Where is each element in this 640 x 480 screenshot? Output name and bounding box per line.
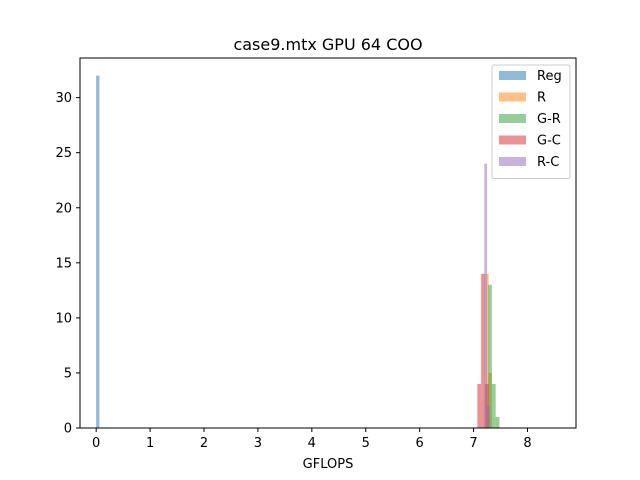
bar-r-c-1: [487, 405, 490, 428]
x-axis-label: GFLOPS: [303, 457, 354, 472]
bar-g-r-1: [491, 383, 496, 428]
legend-label-r: R: [537, 91, 546, 106]
legend-swatch-g-c: [499, 135, 526, 145]
bar-g-r-0: [488, 284, 492, 428]
y-tick-label: 20: [55, 201, 72, 216]
legend-label-g-r: G-R: [537, 112, 561, 127]
y-tick-label: 5: [64, 366, 72, 381]
x-tick-label: 6: [416, 436, 424, 451]
bar-g-r-2: [495, 416, 500, 428]
y-tick-label: 0: [64, 422, 72, 437]
legend-label-reg: Reg: [537, 69, 562, 84]
y-tick-label: 15: [55, 256, 72, 271]
x-tick-label: 4: [308, 436, 316, 451]
legend-label-g-c: G-C: [537, 134, 561, 149]
bar-g-c-0: [477, 383, 482, 428]
bar-g-c-1: [481, 273, 485, 428]
legend-label-r-c: R-C: [537, 155, 559, 170]
plot-frame: [79, 57, 577, 429]
y-tick-label: 30: [55, 91, 72, 106]
x-tick-label: 5: [362, 436, 370, 451]
y-tick-label: 10: [55, 311, 72, 326]
x-tick-label: 1: [146, 436, 154, 451]
y-axis-ticks: 0 5 10 15 20 25 30: [55, 91, 80, 437]
x-tick-label: 3: [254, 436, 262, 451]
legend-swatch-g-r: [499, 114, 526, 123]
x-tick-label: 8: [523, 436, 531, 451]
x-axis-ticks: 0 1 2 3 4 5 6 7 8: [92, 428, 532, 451]
bar-r-c-0: [484, 163, 488, 428]
x-tick-label: 7: [469, 436, 477, 451]
chart-title: case9.mtx GPU 64 COO: [233, 35, 422, 54]
x-tick-label: 2: [200, 436, 208, 451]
x-tick-label: 0: [92, 436, 100, 451]
legend: Reg R G-R G-C R-C: [491, 64, 571, 179]
y-tick-label: 25: [55, 146, 72, 161]
legend-swatch-reg: [499, 71, 526, 80]
legend-swatch-r: [499, 92, 526, 102]
bar-reg-0: [96, 75, 100, 428]
bars-group: [96, 75, 500, 428]
legend-swatch-r-c: [499, 157, 526, 166]
